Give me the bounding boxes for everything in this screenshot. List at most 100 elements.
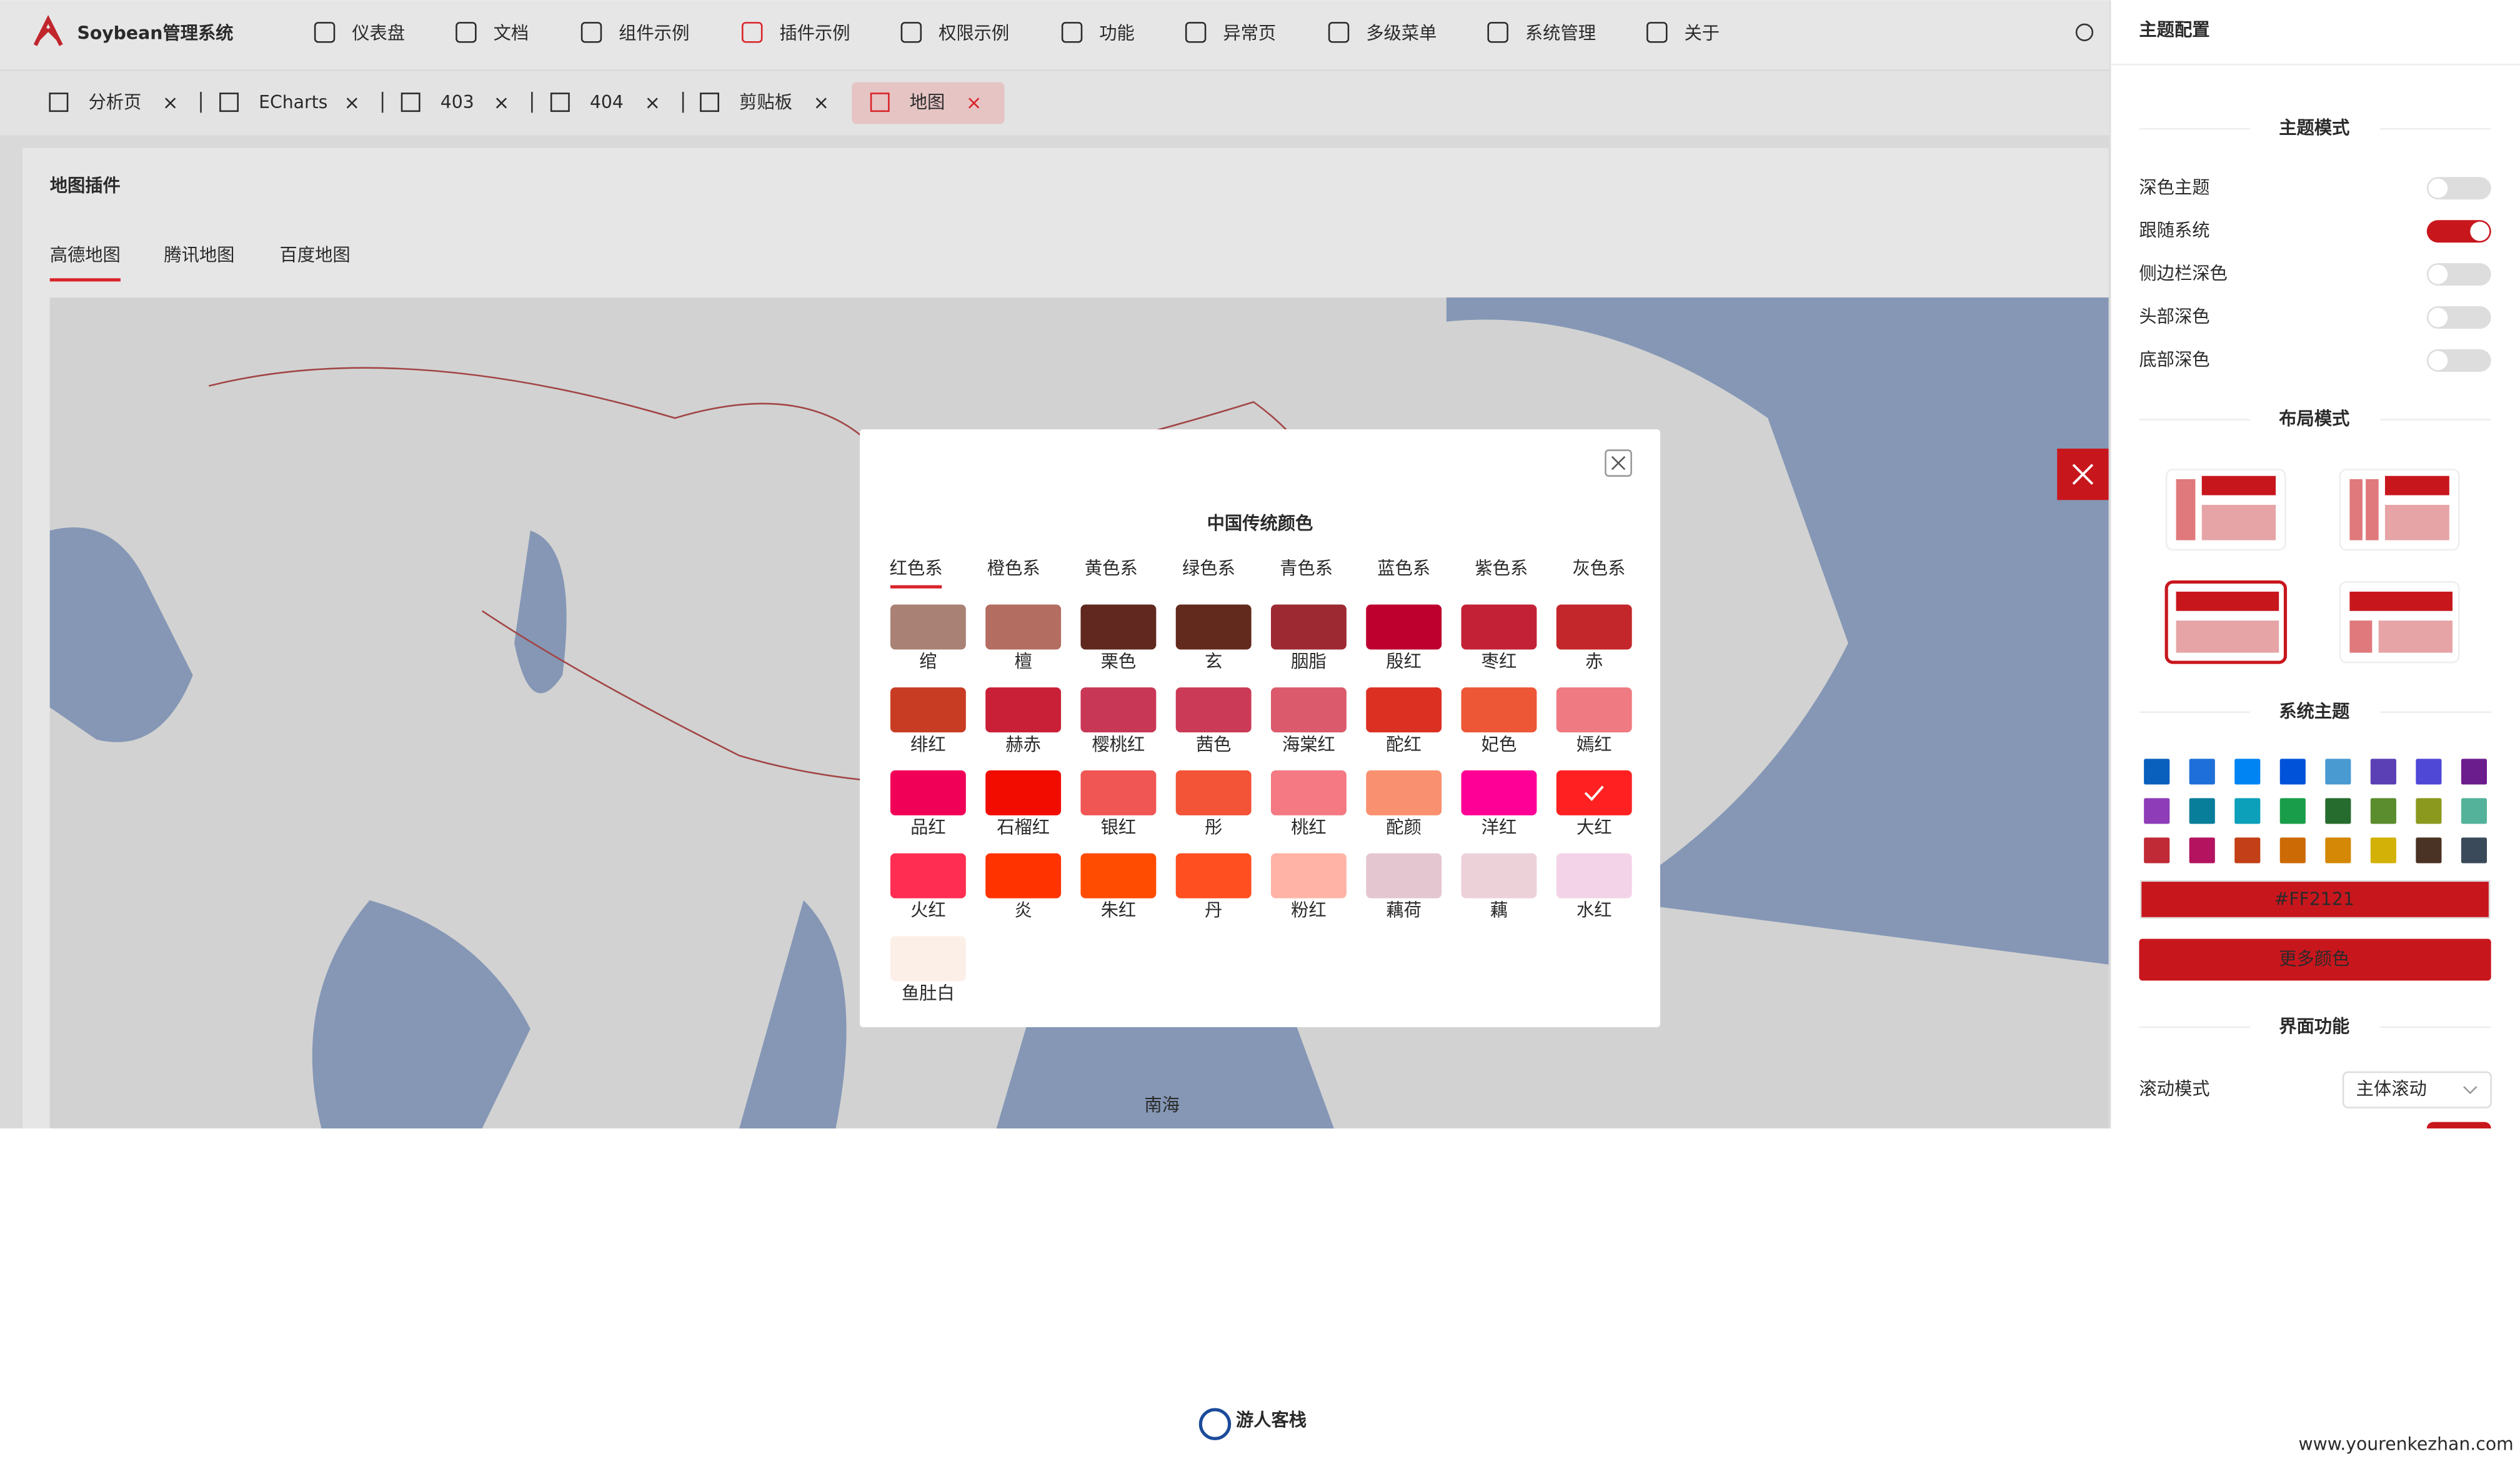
palette-swatch[interactable] bbox=[2189, 837, 2215, 864]
tab[interactable]: 分析页 bbox=[88, 92, 141, 112]
switch-knob bbox=[2428, 351, 2448, 371]
map-tab[interactable]: 腾讯地图 bbox=[164, 244, 234, 265]
color-swatch[interactable] bbox=[1270, 770, 1347, 815]
tab-close[interactable] bbox=[815, 97, 827, 109]
color-swatch[interactable] bbox=[890, 604, 966, 650]
color-group-tab[interactable]: 绿色系 bbox=[1182, 558, 1235, 579]
color-group-tab[interactable]: 蓝色系 bbox=[1377, 558, 1430, 579]
tab[interactable]: 404 bbox=[590, 92, 624, 112]
tab[interactable]: 剪贴板 bbox=[739, 92, 792, 112]
color-swatch[interactable] bbox=[890, 770, 966, 815]
palette-swatch[interactable] bbox=[2416, 759, 2442, 785]
color-swatch[interactable] bbox=[1080, 853, 1157, 899]
tab[interactable]: 地图 bbox=[910, 92, 945, 112]
color-input[interactable] bbox=[2139, 880, 2491, 919]
color-swatch[interactable] bbox=[1080, 687, 1157, 733]
color-swatch[interactable] bbox=[1461, 770, 1537, 815]
tab-close[interactable] bbox=[647, 97, 658, 109]
palette-swatch[interactable] bbox=[2279, 759, 2306, 785]
color-swatch[interactable] bbox=[1080, 604, 1157, 650]
menu-item[interactable]: 文档 bbox=[494, 22, 529, 43]
menu-item[interactable]: 异常页 bbox=[1223, 22, 1276, 43]
color-swatch[interactable] bbox=[1175, 687, 1252, 733]
color-swatch[interactable] bbox=[1366, 687, 1442, 733]
tab[interactable]: 403 bbox=[441, 92, 474, 112]
color-group-tab[interactable]: 橙色系 bbox=[987, 558, 1040, 579]
palette-swatch[interactable] bbox=[2370, 759, 2396, 785]
palette-swatch[interactable] bbox=[2416, 837, 2442, 864]
menu-item[interactable]: 功能 bbox=[1099, 22, 1135, 43]
color-swatch[interactable] bbox=[1366, 853, 1442, 899]
color-swatch[interactable] bbox=[1080, 770, 1157, 815]
color-swatch[interactable] bbox=[985, 687, 1062, 733]
palette-swatch[interactable] bbox=[2370, 837, 2396, 864]
color-swatch[interactable] bbox=[1175, 770, 1252, 815]
menu-icon bbox=[1646, 22, 1668, 43]
color-name: 赫赤 bbox=[1005, 734, 1041, 755]
palette-swatch[interactable] bbox=[2234, 837, 2261, 864]
tab-close[interactable] bbox=[969, 97, 980, 109]
palette-swatch[interactable] bbox=[2461, 837, 2488, 864]
color-swatch[interactable] bbox=[1270, 853, 1347, 899]
color-swatch[interactable] bbox=[1175, 853, 1252, 899]
color-group-tab[interactable]: 紫色系 bbox=[1475, 558, 1528, 579]
palette-swatch[interactable] bbox=[2189, 798, 2215, 824]
palette-swatch[interactable] bbox=[2461, 798, 2488, 824]
color-swatch[interactable] bbox=[1556, 604, 1632, 650]
color-swatch[interactable] bbox=[1175, 604, 1252, 650]
tab-close[interactable] bbox=[346, 97, 357, 109]
menu-item[interactable]: 关于 bbox=[1685, 22, 1720, 43]
palette-swatch[interactable] bbox=[2144, 759, 2170, 785]
color-swatch[interactable] bbox=[1270, 604, 1347, 650]
color-swatch[interactable] bbox=[1461, 853, 1537, 899]
palette-swatch[interactable] bbox=[2416, 798, 2442, 824]
map-tab[interactable]: 百度地图 bbox=[280, 244, 351, 265]
palette-swatch[interactable] bbox=[2279, 837, 2306, 864]
palette-swatch[interactable] bbox=[2325, 837, 2351, 864]
modal-close[interactable] bbox=[1605, 449, 1632, 477]
color-group-tab[interactable]: 灰色系 bbox=[1573, 558, 1626, 579]
menu-item[interactable]: 组件示例 bbox=[619, 22, 689, 43]
color-swatch[interactable] bbox=[985, 853, 1062, 899]
tab[interactable]: ECharts bbox=[259, 92, 327, 112]
palette-swatch[interactable] bbox=[2234, 759, 2261, 785]
menu-item[interactable]: 仪表盘 bbox=[352, 22, 405, 43]
palette-swatch[interactable] bbox=[2279, 798, 2306, 824]
palette-swatch[interactable] bbox=[2189, 759, 2215, 785]
palette-swatch[interactable] bbox=[2325, 759, 2351, 785]
palette-swatch[interactable] bbox=[2325, 798, 2351, 824]
color-input-text: #FF2121 bbox=[2274, 889, 2354, 910]
palette-swatch[interactable] bbox=[2234, 798, 2261, 824]
menu-item[interactable]: 权限示例 bbox=[939, 22, 1009, 43]
menu-item[interactable]: 插件示例 bbox=[779, 22, 850, 43]
palette-swatch[interactable] bbox=[2461, 759, 2488, 785]
palette-swatch[interactable] bbox=[2144, 798, 2170, 824]
color-swatch[interactable] bbox=[1270, 687, 1347, 733]
color-swatch[interactable] bbox=[1461, 604, 1537, 650]
color-swatch[interactable] bbox=[1366, 604, 1442, 650]
search-icon[interactable] bbox=[2075, 23, 2094, 41]
color-swatch[interactable] bbox=[890, 687, 966, 733]
color-swatch[interactable] bbox=[1556, 853, 1632, 899]
color-swatch[interactable] bbox=[890, 936, 966, 982]
color-swatch[interactable] bbox=[1366, 770, 1442, 815]
color-group-tab[interactable]: 黄色系 bbox=[1085, 558, 1138, 579]
color-swatch[interactable] bbox=[985, 770, 1062, 815]
menu-item[interactable]: 多级菜单 bbox=[1366, 22, 1437, 43]
palette-swatch[interactable] bbox=[2370, 798, 2396, 824]
select[interactable] bbox=[2342, 1071, 2492, 1108]
menu-item[interactable]: 系统管理 bbox=[1525, 22, 1596, 43]
color-group-tab[interactable]: 青色系 bbox=[1280, 558, 1333, 579]
color-group-tab[interactable]: 红色系 bbox=[890, 558, 943, 579]
color-swatch[interactable] bbox=[1556, 770, 1632, 815]
color-swatch[interactable] bbox=[890, 853, 966, 899]
menu-icon bbox=[900, 22, 922, 43]
color-swatch[interactable] bbox=[985, 604, 1062, 650]
map-tab[interactable]: 高德地图 bbox=[50, 244, 121, 265]
color-swatch[interactable] bbox=[1556, 687, 1632, 733]
color-swatch[interactable] bbox=[1461, 687, 1537, 733]
tab-close[interactable] bbox=[165, 97, 176, 109]
tab-close[interactable] bbox=[496, 97, 507, 109]
palette-swatch[interactable] bbox=[2144, 837, 2170, 864]
more-colors-button[interactable] bbox=[2139, 939, 2491, 981]
